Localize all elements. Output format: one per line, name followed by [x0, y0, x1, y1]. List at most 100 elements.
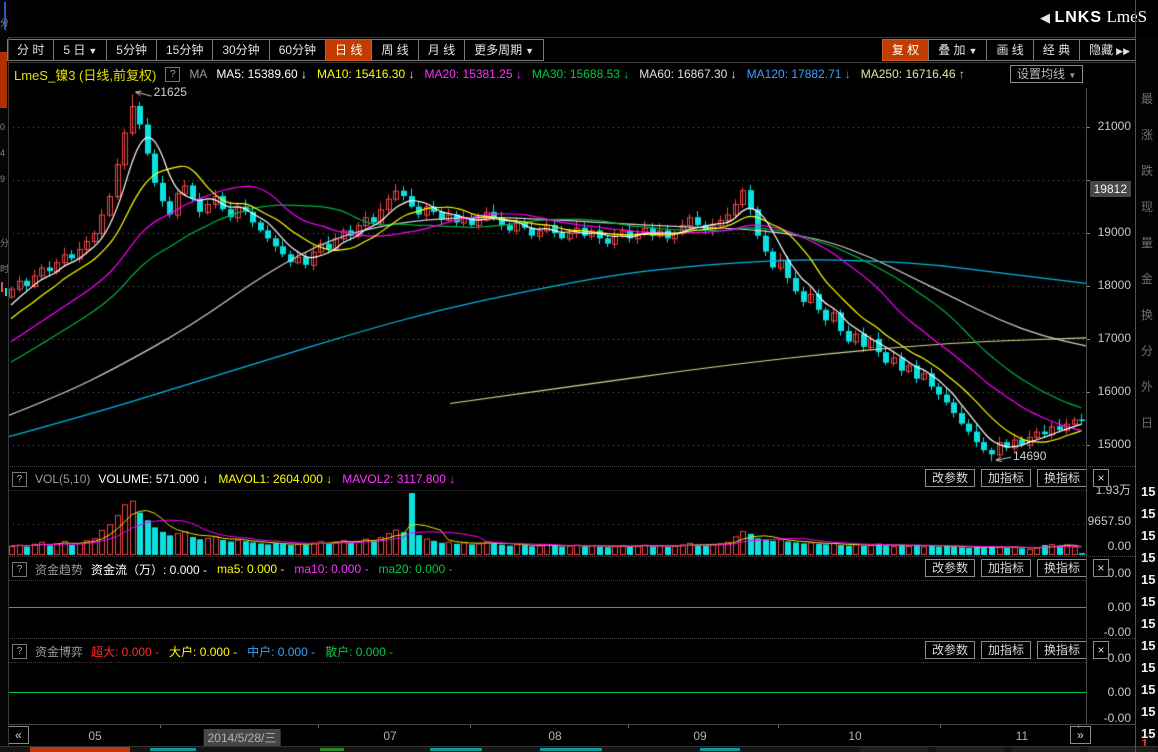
axis-tick: [1086, 127, 1090, 129]
period-button-5日[interactable]: 5 日 ▼: [53, 39, 108, 61]
help-icon[interactable]: ?: [12, 471, 27, 487]
background-number-fragment: 15: [1141, 594, 1156, 609]
panel-button-换指标[interactable]: 换指标: [1037, 641, 1088, 659]
divider: [8, 662, 1086, 663]
time-axis-label: 08: [548, 729, 562, 743]
indicator-value: 散户: 0.000 -: [325, 644, 394, 659]
period-button-周线[interactable]: 周 线: [371, 39, 419, 61]
taskbar-fragment: [320, 748, 344, 751]
axis-tick: [1086, 286, 1090, 287]
price-axis-label: 17000: [1097, 330, 1131, 345]
panel-button-加指标[interactable]: 加指标: [981, 641, 1032, 659]
divider: [8, 490, 1086, 491]
time-axis-tick: [318, 724, 319, 728]
help-icon[interactable]: ?: [12, 561, 27, 577]
period-button-60分钟[interactable]: 60分钟: [268, 39, 327, 61]
fund-game-line: [8, 692, 1086, 693]
sub-axis-label: 9657.50: [1087, 514, 1131, 528]
period-button-5分钟[interactable]: 5分钟: [106, 39, 157, 61]
background-number-fragment: 15: [1141, 506, 1156, 521]
background-window-fragment: [0, 52, 7, 108]
ma-legend-item: MA30: 15688.53 ↓: [531, 67, 630, 81]
tool-button-复权[interactable]: 复 权: [881, 39, 930, 61]
background-number-fragment: 15: [1141, 550, 1156, 565]
background-text-fragment: 涨: [1141, 128, 1154, 142]
indicator-value: MAVOL2: 3117.800 ↓: [342, 472, 456, 486]
ma-legend-item: MA120: 17882.71 ↓: [746, 67, 851, 81]
period-button-更多周期[interactable]: 更多周期 ▼: [464, 39, 545, 61]
period-button-分时[interactable]: 分 时: [7, 39, 55, 61]
back-arrow-icon[interactable]: ◀: [1040, 10, 1050, 25]
background-text-fragment: 量: [1141, 236, 1154, 250]
ma-legend-item: MA5: 15389.60 ↓: [216, 67, 308, 81]
background-number-fragment: 15: [1141, 572, 1156, 587]
fund-game-plot[interactable]: [8, 662, 1086, 724]
indicator-value: ma5: 0.000 -: [217, 562, 285, 576]
fund-game-values: 超大: 0.000 - 大户: 0.000 - 中户: 0.000 - 散户: 0.0…: [91, 643, 393, 660]
panel-button-换指标[interactable]: 换指标: [1037, 559, 1088, 577]
background-number-fragment: 15: [1141, 616, 1156, 631]
help-icon[interactable]: ?: [165, 66, 181, 82]
price-axis-label: 16000: [1097, 383, 1131, 398]
price-axis-label: 21000: [1097, 119, 1131, 134]
axis-tick: [1086, 233, 1090, 235]
divider: [8, 580, 1086, 581]
tool-button-画线[interactable]: 画 线: [986, 39, 1034, 61]
chevron-down-icon: ▼: [968, 46, 978, 56]
help-icon[interactable]: ?: [12, 643, 27, 659]
background-candle-fragment: [1, 282, 3, 292]
panel-button-改参数[interactable]: 改参数: [925, 559, 976, 577]
background-number-fragment: 15: [1141, 660, 1156, 675]
sub-axis-label: 0.00: [1107, 651, 1131, 665]
period-button-15分钟[interactable]: 15分钟: [155, 39, 214, 61]
background-number-fragment: 15: [1141, 638, 1156, 653]
scroll-right-button[interactable]: »: [1070, 726, 1091, 744]
panel-button-加指标[interactable]: 加指标: [981, 559, 1032, 577]
tool-button-叠加[interactable]: 叠 加 ▼: [928, 39, 988, 61]
background-number-fragment: 1: [1141, 736, 1149, 746]
tool-button-经典[interactable]: 经 典: [1032, 39, 1081, 61]
background-text-fragment: 现: [1141, 200, 1154, 214]
background-text-fragment: 最: [1141, 92, 1154, 106]
ma-settings-button[interactable]: 设置均线 ▼: [1010, 65, 1084, 83]
ma-group-label: MA: [189, 67, 208, 81]
panel-button-改参数[interactable]: 改参数: [925, 641, 976, 659]
price-chart-plot[interactable]: [8, 88, 1086, 466]
time-axis-tick: [628, 724, 629, 728]
chevron-down-icon: ▼: [1068, 71, 1077, 80]
divider: [8, 556, 1135, 557]
scroll-left-button[interactable]: «: [8, 726, 29, 744]
fund-game-header: ? 资金博弈 超大: 0.000 - 大户: 0.000 - 中户: 0.000 -…: [12, 641, 393, 661]
time-axis-tick: [778, 724, 779, 728]
background-number-fragment: 15: [1141, 726, 1156, 741]
close-panel-button[interactable]: ×: [1093, 469, 1110, 487]
fund-trend-plot[interactable]: [8, 580, 1086, 638]
background-number-fragment: 15: [1141, 528, 1156, 543]
axis-tick: [1086, 391, 1090, 393]
panel-button-换指标[interactable]: 换指标: [1037, 469, 1088, 487]
panel-button-改参数[interactable]: 改参数: [925, 469, 976, 487]
indicator-value: MAVOL1: 2604.000 ↓: [218, 472, 333, 486]
background-candle-fragment: [5, 288, 7, 296]
background-text-fragment: 分: [1141, 344, 1154, 358]
fund-trend-buttons: 改参数 加指标 换指标 ×: [925, 559, 1110, 577]
divider: [0, 746, 1158, 747]
time-axis-label: 07: [383, 729, 397, 743]
taskbar-sliver: [0, 746, 1158, 752]
indicator-value: VOLUME: 571.000 ↓: [98, 472, 209, 486]
close-panel-button[interactable]: ×: [1093, 559, 1110, 577]
volume-plot[interactable]: [8, 490, 1086, 556]
close-panel-button[interactable]: ×: [1093, 641, 1110, 659]
fund-game-name: 资金博弈: [35, 644, 84, 659]
background-text-fragment: 换: [1141, 308, 1154, 322]
axis-tick: [1086, 338, 1090, 340]
period-button-月线[interactable]: 月 线: [417, 39, 466, 61]
indicator-value: ma20: 0.000 -: [378, 562, 453, 576]
tool-button-隐藏[interactable]: 隐藏 ▶▶: [1079, 39, 1140, 61]
tool-buttons: 复 权叠 加 ▼ 画 线经 典隐藏 ▶▶: [881, 39, 1140, 61]
period-button-日线[interactable]: 日 线: [325, 39, 373, 61]
divider: [1135, 0, 1136, 752]
divider: [8, 724, 1135, 725]
period-button-30分钟[interactable]: 30分钟: [212, 39, 270, 61]
panel-button-加指标[interactable]: 加指标: [981, 469, 1032, 487]
